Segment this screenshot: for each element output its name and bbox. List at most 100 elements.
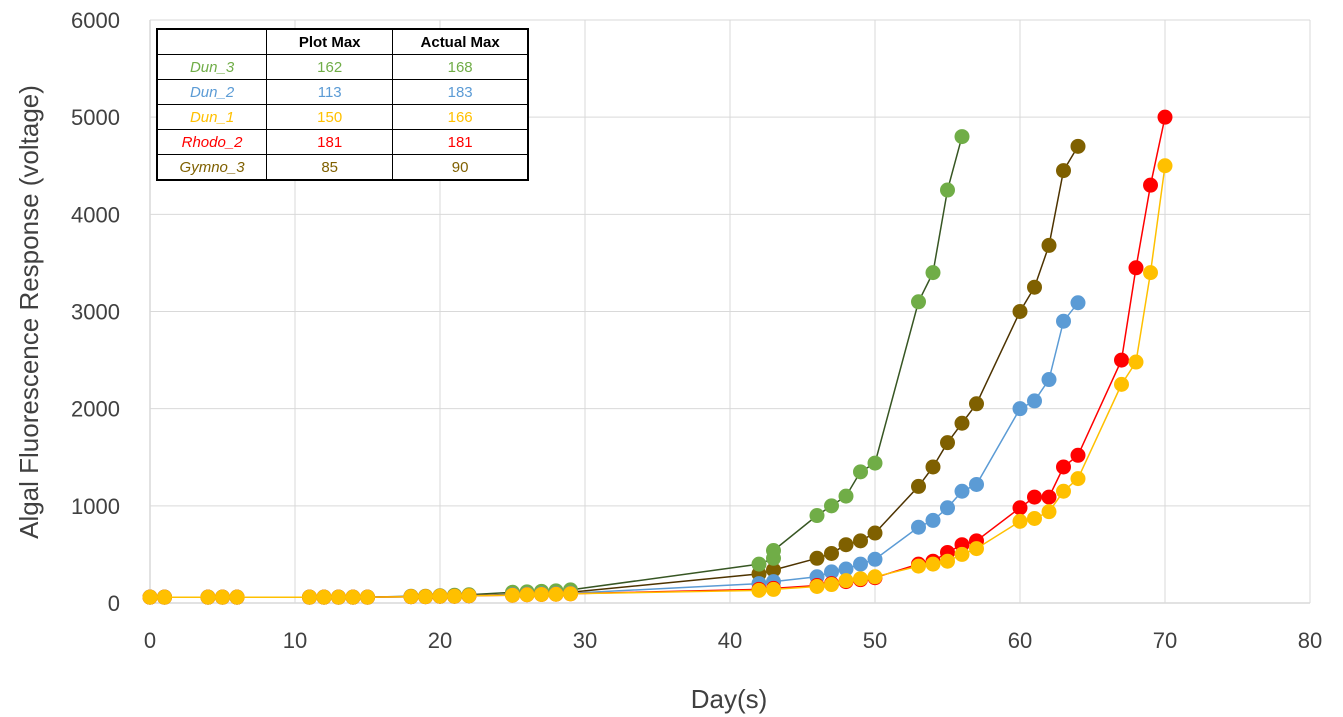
x-tick-label: 40 xyxy=(718,628,742,653)
tick-labels: 0 10 20 30 40 50 60 70 80 0 1000 2000 3000 4000 5000 60… xyxy=(71,8,1322,653)
table-header-plot-max: Plot Max xyxy=(266,28,394,55)
data-point xyxy=(766,543,781,559)
table-cell-series: Gymno_3 xyxy=(156,154,268,181)
data-point xyxy=(867,455,883,471)
y-tick-label: 4000 xyxy=(71,202,120,227)
data-point xyxy=(403,589,419,605)
x-axis-label: Day(s) xyxy=(691,684,768,714)
data-point xyxy=(751,556,767,572)
axes xyxy=(149,20,1310,604)
data-point xyxy=(911,558,926,574)
data-point xyxy=(954,483,970,499)
data-point xyxy=(838,537,854,553)
y-tick-label: 0 xyxy=(108,591,120,616)
data-point xyxy=(1027,510,1042,526)
data-point xyxy=(954,415,970,431)
data-point xyxy=(911,478,926,494)
data-point xyxy=(548,586,564,602)
table-header-blank xyxy=(156,28,268,55)
data-point xyxy=(432,588,448,604)
table-cell-plot-max: 150 xyxy=(266,104,394,130)
data-point xyxy=(766,562,781,578)
data-point xyxy=(461,588,477,604)
table-header-row: Plot Max Actual Max xyxy=(156,28,529,55)
y-tick-label: 5000 xyxy=(71,105,120,130)
data-point xyxy=(925,556,941,572)
data-point xyxy=(1070,471,1086,487)
data-point xyxy=(911,294,926,310)
data-point xyxy=(838,573,854,589)
data-point xyxy=(534,586,549,602)
data-point xyxy=(1070,138,1086,154)
data-point xyxy=(940,553,955,569)
data-point xyxy=(969,396,984,412)
table-cell-plot-max: 162 xyxy=(266,54,394,80)
table-cell-plot-max: 113 xyxy=(266,79,394,105)
data-point xyxy=(853,556,868,572)
data-point xyxy=(200,589,216,605)
data-point xyxy=(1128,354,1144,370)
data-point xyxy=(1114,376,1129,392)
data-point xyxy=(824,564,839,580)
data-point xyxy=(345,589,361,605)
data-point xyxy=(215,589,230,605)
data-point xyxy=(316,589,332,605)
data-point xyxy=(925,512,941,528)
data-point xyxy=(925,459,941,475)
x-tick-label: 60 xyxy=(1008,628,1032,653)
y-axis-label: Algal Fluorescence Response (voltage) xyxy=(14,85,44,539)
series-dun-3 xyxy=(142,129,970,605)
table-row: Dun_3 162 168 xyxy=(156,54,529,80)
data-point xyxy=(1056,459,1071,475)
data-point xyxy=(824,498,839,514)
data-point xyxy=(824,545,839,561)
data-point xyxy=(1157,158,1173,174)
data-point xyxy=(142,589,158,605)
series-line xyxy=(150,165,1166,598)
data-point xyxy=(1012,500,1028,516)
data-point xyxy=(1027,393,1042,409)
table-row: Rhodo_2 181 181 xyxy=(156,129,529,155)
table-cell-plot-max: 85 xyxy=(266,154,394,181)
data-point xyxy=(940,500,955,516)
data-point xyxy=(229,589,245,605)
series-line xyxy=(150,302,1079,598)
data-point xyxy=(519,587,535,603)
data-point xyxy=(809,508,825,524)
data-point xyxy=(867,525,883,541)
data-point xyxy=(331,589,346,605)
series-line xyxy=(150,136,963,598)
data-point xyxy=(1012,304,1028,319)
data-point xyxy=(1012,513,1028,529)
data-point xyxy=(1157,109,1173,125)
data-point xyxy=(1027,279,1042,295)
data-point xyxy=(1128,260,1144,276)
data-point xyxy=(925,265,941,281)
table-row: Dun_2 113 183 xyxy=(156,79,529,105)
data-point xyxy=(1143,177,1158,193)
table-cell-actual-max: 166 xyxy=(392,104,529,130)
series-rhodo-2 xyxy=(142,109,1173,605)
data-point xyxy=(824,577,839,593)
data-point xyxy=(969,541,984,557)
data-point xyxy=(157,589,172,605)
data-point xyxy=(447,588,462,604)
table-cell-actual-max: 90 xyxy=(392,154,529,181)
x-tick-label: 50 xyxy=(863,628,887,653)
data-point xyxy=(809,550,825,566)
data-point xyxy=(969,476,984,492)
data-point xyxy=(940,182,955,198)
data-point xyxy=(1012,401,1028,417)
data-point xyxy=(838,561,854,577)
data-point xyxy=(867,551,883,567)
table-cell-actual-max: 181 xyxy=(392,129,529,155)
table-cell-series: Dun_1 xyxy=(156,104,268,130)
data-point xyxy=(1070,295,1086,311)
series-dun-1 xyxy=(142,158,1173,605)
table-cell-plot-max: 181 xyxy=(266,129,394,155)
data-point xyxy=(1027,489,1042,505)
data-point xyxy=(911,519,926,535)
y-tick-label: 1000 xyxy=(71,494,120,519)
data-point xyxy=(1143,265,1158,281)
